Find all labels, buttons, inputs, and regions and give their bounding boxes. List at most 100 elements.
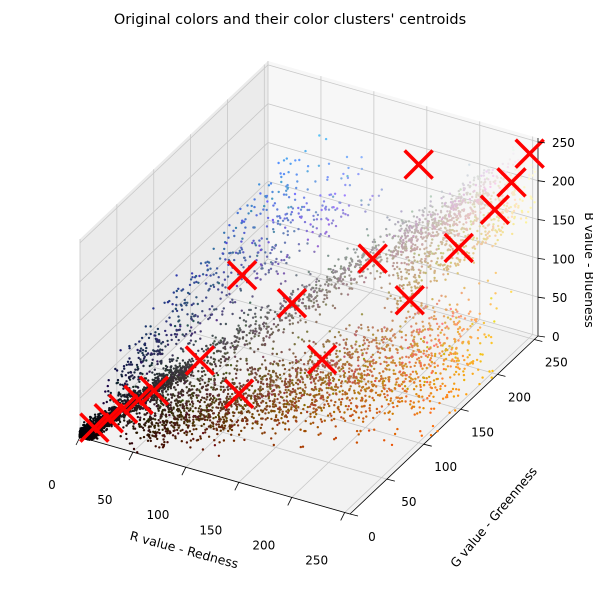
color-point xyxy=(335,341,338,345)
color-point xyxy=(309,272,312,276)
color-point xyxy=(468,186,471,189)
color-point xyxy=(507,216,510,219)
color-point xyxy=(448,229,451,232)
color-point xyxy=(350,270,353,273)
color-point xyxy=(477,194,480,197)
color-point xyxy=(284,280,287,283)
color-point xyxy=(283,217,286,220)
color-point xyxy=(408,281,411,284)
color-point xyxy=(467,312,471,315)
color-point xyxy=(222,390,225,394)
color-point xyxy=(501,231,504,234)
color-point xyxy=(392,273,395,277)
color-point xyxy=(457,315,461,319)
color-point xyxy=(222,372,225,376)
color-point xyxy=(279,302,282,305)
color-point xyxy=(423,259,427,263)
color-point xyxy=(486,279,490,282)
color-point xyxy=(432,395,435,398)
color-point xyxy=(351,397,354,400)
color-point xyxy=(190,384,193,388)
color-point xyxy=(166,406,170,409)
color-point xyxy=(404,237,407,240)
color-point xyxy=(176,424,179,427)
color-point xyxy=(462,370,465,373)
color-point xyxy=(212,386,215,389)
color-point xyxy=(157,428,161,431)
color-point xyxy=(491,245,494,248)
color-point xyxy=(214,343,217,346)
color-point xyxy=(307,360,310,363)
color-point xyxy=(326,218,330,221)
color-point xyxy=(263,359,267,362)
color-point xyxy=(394,248,397,252)
color-point xyxy=(438,325,441,328)
color-point xyxy=(244,226,247,229)
gridline-x-floor xyxy=(344,334,533,513)
color-point xyxy=(471,238,475,241)
color-point xyxy=(315,280,318,283)
color-point xyxy=(135,404,138,408)
color-point xyxy=(154,418,157,421)
color-point xyxy=(265,378,268,381)
color-point xyxy=(148,370,151,373)
color-point xyxy=(341,209,345,212)
color-point xyxy=(517,206,520,209)
color-point xyxy=(441,350,444,353)
color-point xyxy=(453,234,456,237)
color-point xyxy=(428,383,431,386)
color-point xyxy=(239,207,242,211)
color-point xyxy=(312,298,315,301)
color-point xyxy=(201,378,204,381)
color-point xyxy=(168,360,172,363)
color-point xyxy=(461,226,464,230)
color-point xyxy=(391,412,394,415)
color-point xyxy=(179,325,182,328)
color-point xyxy=(273,394,277,398)
color-point xyxy=(441,382,444,385)
color-point xyxy=(148,364,151,368)
color-point xyxy=(353,370,357,373)
color-point xyxy=(265,401,268,405)
color-point xyxy=(281,304,284,307)
color-point xyxy=(495,175,498,178)
color-point xyxy=(453,337,456,341)
color-point xyxy=(429,200,432,203)
color-point xyxy=(434,352,437,356)
color-point xyxy=(215,267,219,270)
color-point xyxy=(472,179,476,182)
color-point xyxy=(295,393,298,396)
color-point xyxy=(399,296,402,300)
color-point xyxy=(162,403,165,407)
color-point xyxy=(292,397,295,400)
color-point xyxy=(352,419,355,422)
color-point xyxy=(386,216,389,219)
color-point xyxy=(183,334,186,338)
color-point xyxy=(306,296,309,299)
color-point xyxy=(260,423,263,426)
color-point xyxy=(460,195,463,198)
color-point xyxy=(171,372,174,375)
color-point xyxy=(489,180,492,184)
color-point xyxy=(511,146,515,149)
color-point xyxy=(463,367,466,370)
color-point xyxy=(279,223,282,226)
color-point xyxy=(455,316,458,319)
color-point xyxy=(339,375,342,378)
color-point xyxy=(405,249,408,252)
color-point xyxy=(382,341,385,344)
color-point xyxy=(426,355,429,359)
color-point xyxy=(214,363,217,366)
color-point xyxy=(353,409,356,413)
color-point xyxy=(349,414,352,418)
color-point xyxy=(343,411,346,414)
color-point xyxy=(285,316,288,319)
color-point xyxy=(170,333,173,337)
color-point xyxy=(483,186,486,189)
color-point xyxy=(422,214,425,217)
color-point xyxy=(327,376,331,380)
color-point xyxy=(344,256,347,259)
color-point xyxy=(439,344,443,347)
color-point xyxy=(464,215,467,218)
color-point xyxy=(293,409,296,412)
